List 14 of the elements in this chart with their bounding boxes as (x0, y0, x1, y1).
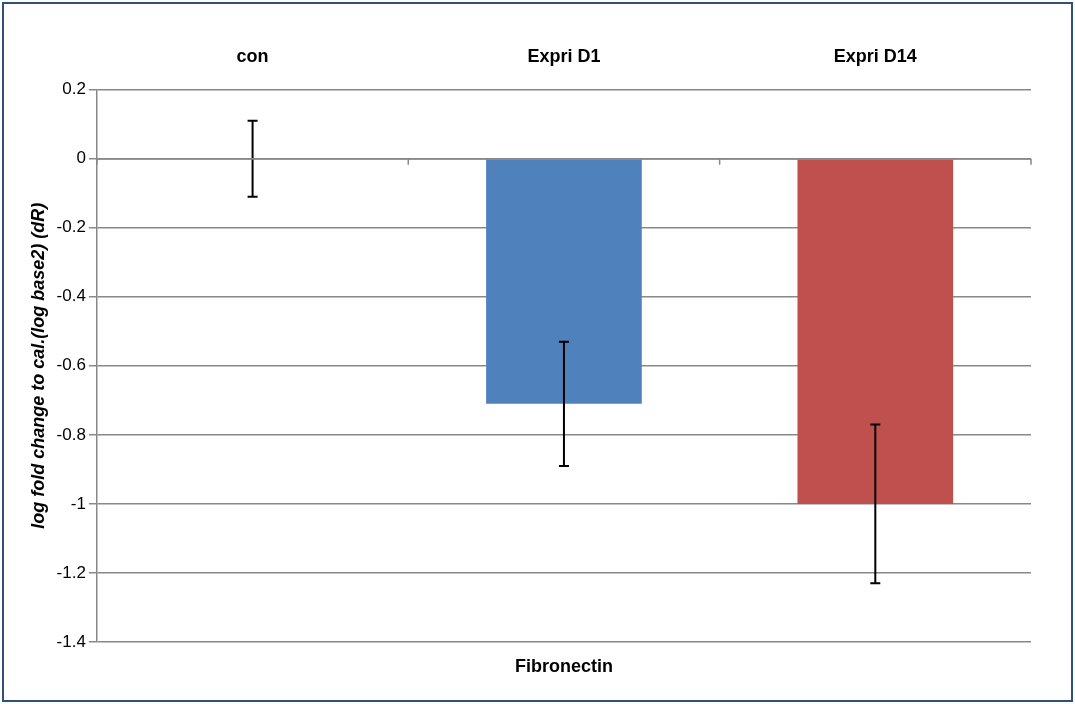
y-tick-label: -0.6 (56, 355, 86, 375)
y-axis-title: log fold change to cal.(log base2) (dR) (27, 202, 48, 529)
y-tick-label: -1.2 (56, 562, 86, 582)
x-axis-title: Fibronectin (514, 655, 613, 676)
y-tick-label: -0.2 (56, 217, 86, 237)
x-tick-label: Expri D14 (833, 45, 917, 66)
y-tick-label: -0.4 (56, 286, 86, 306)
y-tick-label: -1.4 (56, 631, 86, 651)
x-tick-label: Expri D1 (527, 45, 601, 66)
y-tick-label: 0 (76, 148, 86, 168)
y-tick-label: 0.2 (62, 79, 86, 99)
y-tick-label: -0.8 (56, 424, 86, 444)
x-tick-label: con (236, 45, 269, 66)
y-tick-label: -1 (70, 493, 86, 513)
